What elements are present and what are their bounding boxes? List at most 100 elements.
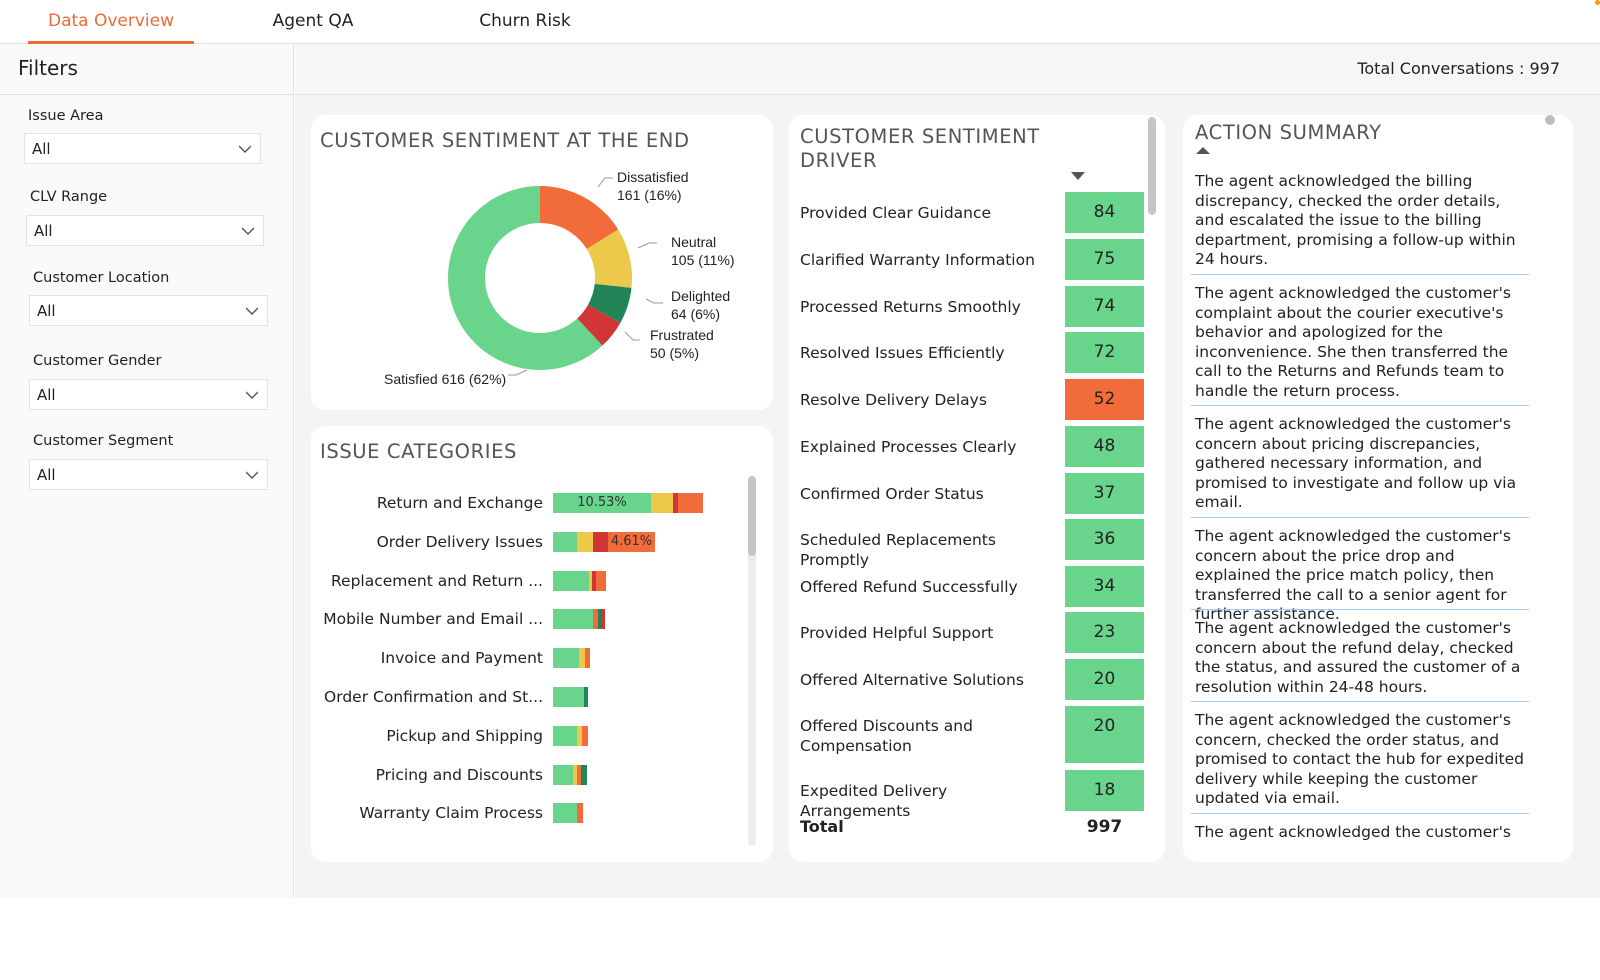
notification-dot <box>1595 0 1600 5</box>
driver-value-cell[interactable]: 36 <box>1065 519 1144 560</box>
customer-location-select[interactable]: All <box>29 295 268 326</box>
driver-value-cell[interactable]: 75 <box>1065 239 1144 280</box>
action-summary-item: The agent acknowledged the customer's <box>1195 823 1511 841</box>
bar-segment-frustrated[interactable] <box>602 609 605 630</box>
sentiment-driver-title-line2: DRIVER <box>800 149 878 172</box>
bar-segment-satisfied[interactable] <box>553 648 579 669</box>
bar-segment-percent-label: 10.53% <box>577 495 627 510</box>
bar-segment-neutral[interactable] <box>577 531 593 552</box>
chevron-down-icon <box>246 471 258 479</box>
issue-category-label: Pickup and Shipping <box>386 726 543 745</box>
total-conversations: Total Conversations : 997 <box>1357 59 1560 78</box>
driver-scrollbar-thumb[interactable] <box>1148 117 1156 215</box>
bar-segment-satisfied[interactable] <box>553 493 651 513</box>
action-summary-item: The agent acknowledged the customer's co… <box>1195 284 1511 400</box>
customer-segment-select[interactable]: All <box>29 459 268 490</box>
issue-category-label: Invoice and Payment <box>380 649 543 668</box>
bar-segment-delighted[interactable] <box>584 687 588 707</box>
driver-label: Clarified Warranty Information <box>800 251 1035 269</box>
issue-category-label: Return and Exchange <box>376 494 543 512</box>
tab-churn-risk[interactable]: Churn Risk <box>479 11 571 31</box>
chevron-down-icon <box>239 145 251 153</box>
action-separator <box>1191 405 1529 406</box>
bar-segment-satisfied[interactable] <box>553 725 577 746</box>
driver-value-cell[interactable]: 20 <box>1065 706 1144 763</box>
driver-value-cell[interactable]: 52 <box>1065 379 1144 420</box>
issue-category-label: Replacement and Return ... <box>330 571 543 590</box>
driver-value-cell[interactable]: 23 <box>1065 612 1144 653</box>
action-separator <box>1191 274 1529 275</box>
driver-value-cell[interactable]: 18 <box>1065 770 1144 811</box>
slice-label-neutral-name: Neutral <box>671 234 716 250</box>
action-separator <box>1191 517 1529 518</box>
driver-value-cell[interactable]: 20 <box>1065 659 1144 700</box>
donut-slice-dissatisfied[interactable] <box>540 186 619 250</box>
donut-slice-neutral[interactable] <box>586 229 632 288</box>
donut-slice-satisfied[interactable] <box>448 186 603 370</box>
bar-segment-percent-label: 4.61% <box>610 533 653 549</box>
driver-value-cell[interactable]: 84 <box>1065 192 1144 233</box>
driver-label: Scheduled Replacements Promptly <box>800 531 996 569</box>
bar-segment-neutral[interactable] <box>573 764 577 785</box>
bar-segment-neutral[interactable] <box>577 725 582 746</box>
issue-scrollbar-thumb[interactable] <box>748 476 756 556</box>
driver-value-cell[interactable]: 48 <box>1065 426 1144 467</box>
sentiment-driver-title-line1: CUSTOMER SENTIMENT <box>800 125 1040 148</box>
bar-segment-dissatisfied[interactable] <box>582 725 588 746</box>
bar-segment-dissatisfied[interactable] <box>577 764 581 785</box>
bar-segment-frustrated[interactable] <box>593 531 608 552</box>
filter-label-clv-range: CLV Range <box>30 189 108 205</box>
action-summary-item: The agent acknowledged the customer's co… <box>1195 619 1521 696</box>
bar-segment-satisfied[interactable] <box>553 609 593 630</box>
tab-agent-qa[interactable]: Agent QA <box>272 11 354 31</box>
action-separator <box>1191 609 1529 610</box>
driver-total-label: Total <box>800 817 844 836</box>
donut-slice-frustrated[interactable] <box>577 304 621 346</box>
bar-segment-dissatisfied[interactable] <box>596 570 606 591</box>
sort-down-icon[interactable] <box>1071 171 1085 181</box>
driver-value-cell[interactable]: 74 <box>1065 286 1144 327</box>
driver-value-cell[interactable]: 72 <box>1065 332 1144 373</box>
donut-slice-delighted[interactable] <box>587 283 632 323</box>
bar-segment-frustrated[interactable] <box>673 493 678 513</box>
issue-category-label: Order Confirmation and St... <box>324 688 543 706</box>
customer-gender-select[interactable]: All <box>29 379 268 410</box>
main-content: Total Conversations : 997 CUSTOMER SENTI… <box>295 44 1600 898</box>
issue-category-label: Order Delivery Issues <box>376 532 543 551</box>
bar-segment-satisfied[interactable] <box>553 687 584 707</box>
bar-segment-neutral[interactable] <box>651 493 673 513</box>
issue-area-select[interactable]: All <box>24 133 261 164</box>
slice-label-satisfied: Satisfied 616 (62%) <box>384 371 506 387</box>
action-summary-item: The agent acknowledged the customer's co… <box>1195 415 1517 511</box>
sentiment-card: CUSTOMER SENTIMENT AT THE END Dissatisfi… <box>311 115 773 410</box>
bar-segment-frustrated[interactable] <box>592 570 596 591</box>
bar-segment-dissatisfied[interactable] <box>577 803 583 824</box>
clv-range-value: All <box>34 222 53 240</box>
bar-segment-delighted[interactable] <box>598 609 602 630</box>
clv-range-select[interactable]: All <box>26 215 264 246</box>
bar-segment-satisfied[interactable] <box>553 531 577 552</box>
bar-segment-delighted[interactable] <box>581 764 587 785</box>
sentiment-driver-card: CUSTOMER SENTIMENT DRIVER Provided Clear… <box>789 115 1165 862</box>
driver-value-cell[interactable]: 37 <box>1065 473 1144 514</box>
sentiment-donut-chart: Dissatisfied 161 (16%) Neutral 105 (11%)… <box>384 169 735 387</box>
issue-category-label: Mobile Number and Email ... <box>323 610 543 629</box>
bar-segment-satisfied[interactable] <box>553 570 589 591</box>
bar-segment-dissatisfied[interactable] <box>593 609 598 630</box>
bar-segment-dissatisfied[interactable] <box>608 531 655 552</box>
tab-data-overview[interactable]: Data Overview <box>28 0 194 44</box>
issue-scrollbar-track[interactable] <box>748 476 756 846</box>
sort-up-icon[interactable] <box>1196 146 1210 155</box>
bar-segment-neutral[interactable] <box>579 648 585 669</box>
bar-segment-dissatisfied[interactable] <box>585 648 590 669</box>
bar-segment-neutral[interactable] <box>589 570 592 591</box>
filter-label-customer-location: Customer Location <box>33 270 170 286</box>
bar-segment-satisfied[interactable] <box>553 803 577 824</box>
bar-segment-satisfied[interactable] <box>553 764 573 785</box>
action-scrollbar-thumb[interactable] <box>1545 115 1555 125</box>
slice-label-neutral-value: 105 (11%) <box>671 252 735 268</box>
slice-label-delighted-name: Delighted <box>671 288 730 304</box>
driver-value-cell[interactable]: 34 <box>1065 566 1144 607</box>
main-header: Total Conversations : 997 <box>295 44 1600 95</box>
bar-segment-dissatisfied[interactable] <box>678 493 703 513</box>
